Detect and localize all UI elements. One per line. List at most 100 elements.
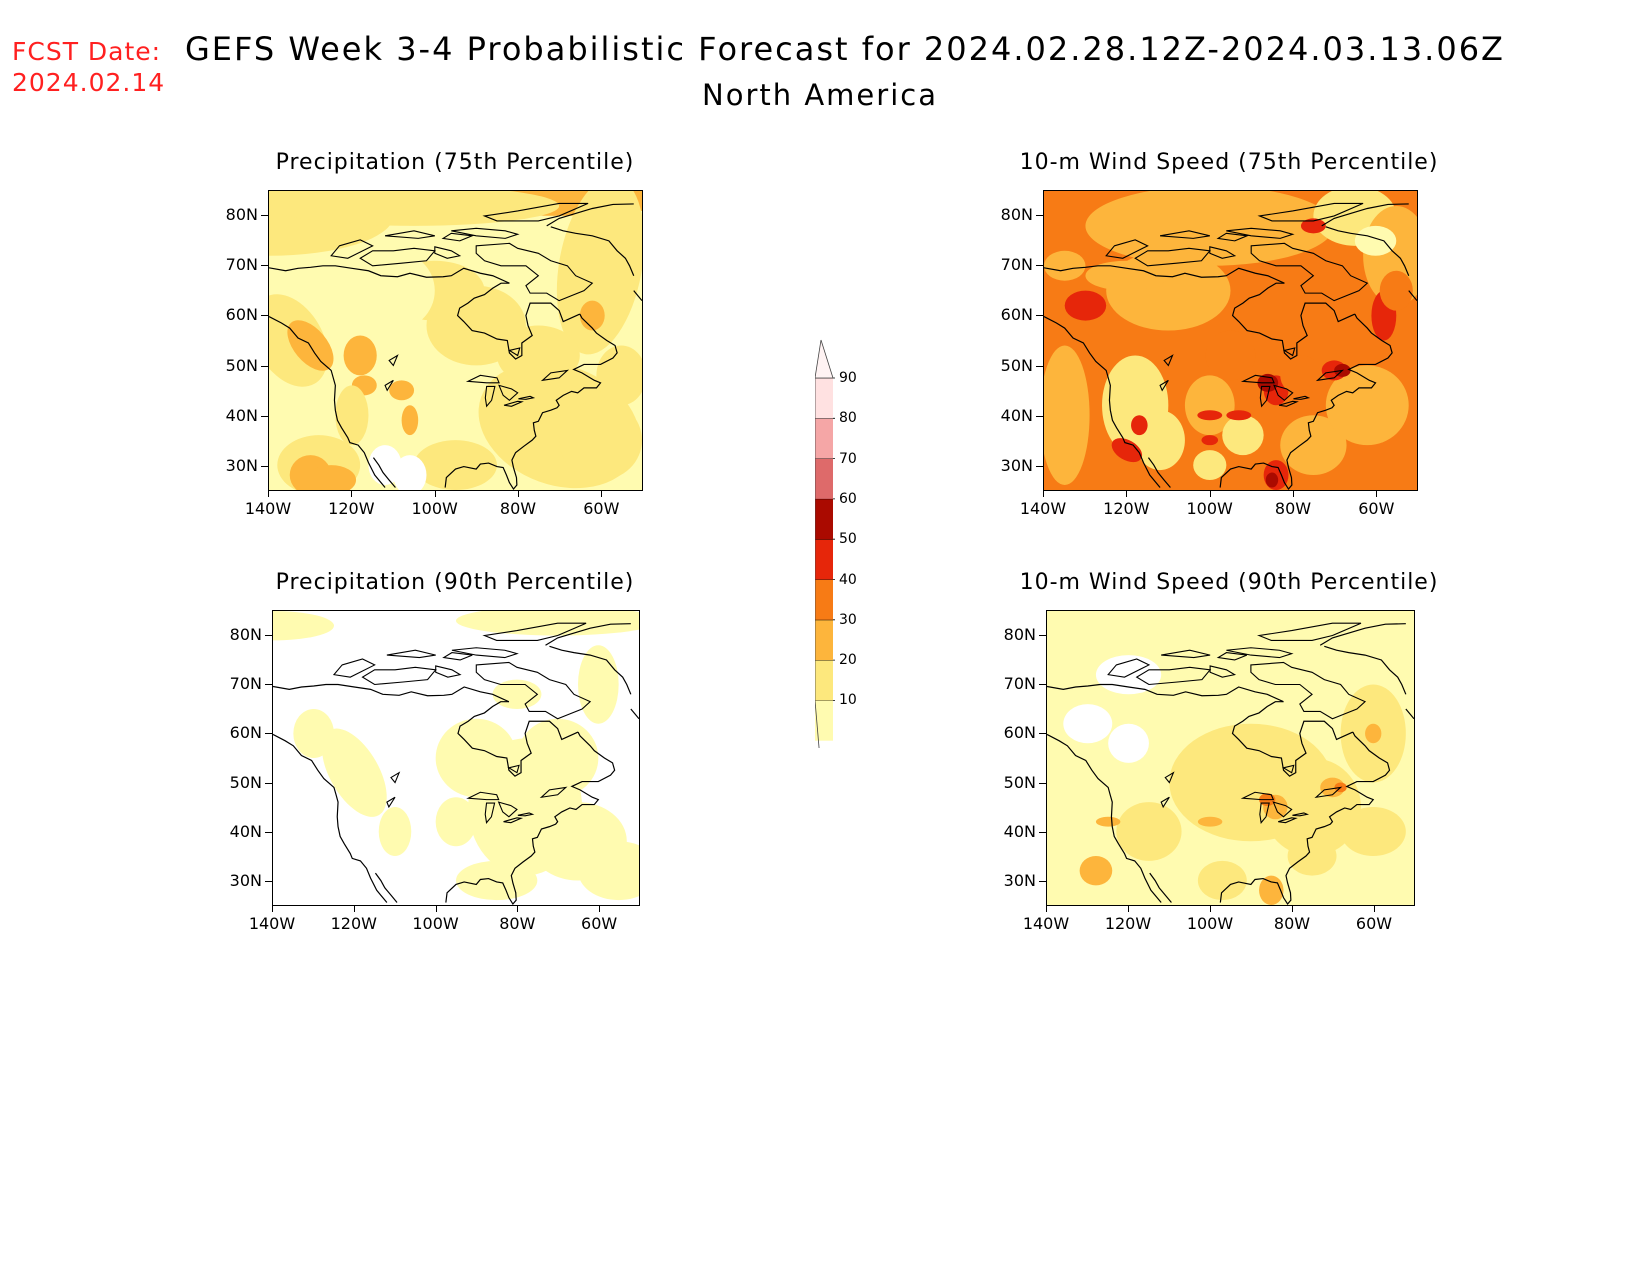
field-patch bbox=[1184, 375, 1235, 436]
lon-tick-label: 80W bbox=[499, 499, 537, 518]
field-patch bbox=[378, 807, 412, 856]
lat-tick-label: 30N bbox=[1003, 871, 1036, 891]
island-outline bbox=[1161, 649, 1211, 659]
colorbar-segment bbox=[815, 378, 833, 419]
lat-tick bbox=[265, 832, 272, 833]
lat-tick bbox=[1036, 465, 1043, 467]
colorbar-label: 10 bbox=[839, 692, 857, 709]
colorbar-segment bbox=[815, 458, 833, 499]
coastline bbox=[546, 203, 634, 227]
lat-tick bbox=[261, 465, 268, 467]
field-patch bbox=[321, 728, 387, 817]
island-outline bbox=[1315, 369, 1345, 382]
lake-outline bbox=[503, 817, 524, 824]
lat-tick-label: 40N bbox=[225, 405, 258, 425]
lat-tick bbox=[265, 733, 272, 735]
lake-outline bbox=[1293, 395, 1311, 400]
island-outline bbox=[359, 247, 436, 267]
colorbar-segment bbox=[815, 700, 833, 741]
lon-tick-label: 100W bbox=[411, 499, 458, 518]
lon-tick bbox=[1376, 491, 1378, 497]
lake-outline bbox=[1272, 801, 1293, 818]
colorbar-label: 50 bbox=[839, 531, 857, 548]
lat-tick-label: 50N bbox=[229, 772, 262, 792]
lat-tick-label: 30N bbox=[229, 871, 262, 891]
lon-tick-label: 100W bbox=[1186, 499, 1233, 518]
island-outline bbox=[540, 369, 570, 382]
field-patch bbox=[1197, 816, 1223, 827]
lat-tick bbox=[265, 684, 272, 685]
field-patch bbox=[1226, 410, 1252, 421]
island-outline bbox=[1283, 347, 1296, 357]
lake-outline bbox=[1278, 400, 1299, 407]
island-outline bbox=[1209, 665, 1237, 678]
coastline bbox=[550, 226, 635, 276]
field-patch bbox=[1280, 415, 1347, 476]
lake-outline bbox=[1159, 379, 1169, 392]
lat-tick-label: 50N bbox=[1003, 772, 1036, 792]
lake-outline bbox=[386, 796, 396, 809]
lat-tick bbox=[265, 881, 272, 883]
lon-tick bbox=[434, 491, 436, 497]
colorbar: 10 20 30 40 50 60 70 80 90 bbox=[814, 338, 905, 771]
island-outline bbox=[1250, 242, 1369, 302]
lake-outline bbox=[498, 384, 519, 402]
lat-tick bbox=[261, 215, 268, 217]
field-patch bbox=[1197, 410, 1223, 421]
coastline bbox=[273, 683, 510, 703]
field-patch bbox=[1280, 355, 1322, 396]
field-patch bbox=[517, 718, 599, 798]
lon-tick-label: 100W bbox=[1186, 914, 1234, 933]
colorbar-segment bbox=[815, 619, 833, 661]
lat-tick bbox=[1039, 881, 1046, 883]
island-outline bbox=[1105, 239, 1149, 259]
coastline bbox=[1149, 872, 1172, 903]
lat-tick bbox=[1036, 415, 1043, 417]
coastline bbox=[1047, 683, 1284, 703]
field-patch bbox=[578, 841, 639, 901]
map-wind-90 bbox=[1046, 610, 1415, 906]
field-patch bbox=[1320, 777, 1345, 798]
island-outline bbox=[451, 227, 520, 239]
island-outline bbox=[1134, 247, 1211, 267]
island-outline bbox=[539, 786, 568, 799]
field-patch bbox=[1079, 856, 1113, 886]
field-patch bbox=[1044, 250, 1086, 281]
island-outline bbox=[435, 665, 462, 678]
lat-tick bbox=[1039, 782, 1046, 784]
lake-outline bbox=[1259, 385, 1271, 408]
field-patch bbox=[435, 797, 477, 847]
coastline bbox=[273, 733, 388, 903]
field-patch bbox=[1085, 191, 1335, 266]
field-patch bbox=[293, 709, 334, 758]
lat-tick-label: 40N bbox=[1003, 822, 1036, 841]
lat-tick bbox=[1036, 315, 1043, 317]
island-outline bbox=[1250, 661, 1367, 720]
coastline bbox=[630, 708, 639, 720]
coastline bbox=[456, 282, 581, 360]
lon-tick bbox=[268, 491, 269, 497]
lon-tick-label: 60W bbox=[583, 499, 620, 518]
field-patch bbox=[1063, 704, 1113, 744]
lat-tick-label: 60N bbox=[1003, 723, 1036, 743]
lat-tick-label: 80N bbox=[1000, 205, 1033, 225]
field-patch bbox=[556, 191, 642, 355]
island-outline bbox=[1256, 622, 1362, 641]
island-outline bbox=[482, 202, 589, 222]
lat-tick-label: 80N bbox=[225, 205, 258, 225]
lat-tick-label: 60N bbox=[225, 305, 258, 325]
lon-tick bbox=[601, 491, 603, 497]
lake-outline bbox=[518, 395, 536, 400]
field-patch bbox=[1131, 415, 1148, 436]
colorbar-label: 20 bbox=[839, 652, 857, 669]
lake-outline bbox=[1164, 771, 1175, 784]
lon-tick-label: 120W bbox=[1103, 499, 1150, 518]
region-title: North America bbox=[702, 78, 938, 112]
coastline bbox=[1321, 203, 1409, 227]
lon-tick bbox=[599, 906, 601, 912]
map-precip-90 bbox=[272, 610, 640, 906]
colorbar-segment bbox=[815, 660, 833, 701]
lake-outline bbox=[390, 771, 401, 784]
island-outline bbox=[1135, 666, 1212, 686]
main-title: GEFS Week 3-4 Probabilistic Forecast for… bbox=[185, 30, 1505, 68]
